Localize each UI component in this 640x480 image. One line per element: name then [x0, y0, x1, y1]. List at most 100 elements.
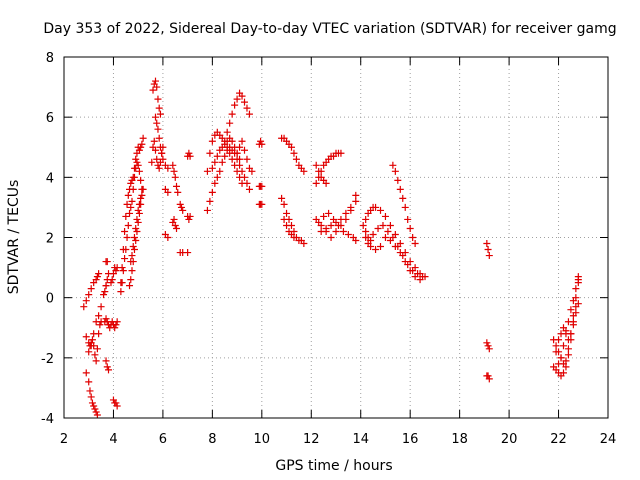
data-point-plus	[154, 95, 162, 103]
data-point-plus	[574, 276, 582, 284]
data-point-plus	[93, 345, 101, 353]
data-point-plus	[93, 411, 101, 419]
y-tick-label: -2	[41, 352, 54, 367]
data-point-plus	[169, 161, 177, 169]
data-point-plus	[238, 137, 246, 145]
x-tick-label: 4	[109, 432, 117, 447]
data-point-plus	[362, 227, 370, 235]
data-point-plus	[236, 161, 244, 169]
data-point-plus	[118, 279, 126, 287]
data-point-plus	[103, 258, 111, 266]
data-point-plus	[133, 215, 141, 223]
data-point-plus	[82, 369, 90, 377]
data-point-plus	[177, 203, 185, 211]
data-point-plus	[211, 179, 219, 187]
data-point-plus	[374, 224, 382, 232]
data-point-plus	[409, 234, 417, 241]
y-tick-label: 4	[46, 171, 54, 186]
data-point-plus	[96, 321, 104, 329]
data-point-plus	[557, 354, 565, 362]
data-point-plus	[100, 291, 108, 299]
data-point-plus	[148, 158, 156, 166]
data-point-plus	[88, 336, 96, 344]
series-s9	[109, 396, 121, 410]
data-point-plus	[399, 194, 407, 202]
data-point-plus	[206, 149, 214, 157]
data-point-plus	[137, 143, 145, 151]
data-point-plus	[384, 227, 392, 235]
data-point-plus	[337, 149, 345, 157]
data-point-plus	[155, 134, 163, 142]
data-point-plus	[562, 357, 570, 365]
data-point-plus	[112, 267, 120, 275]
data-point-plus	[287, 143, 295, 151]
data-point-plus	[185, 149, 193, 157]
data-point-plus	[241, 146, 249, 154]
data-point-plus	[130, 173, 138, 181]
series-s47	[483, 240, 493, 260]
series-s19	[161, 185, 172, 196]
series-s1	[82, 369, 101, 419]
data-point-plus	[186, 152, 194, 160]
data-point-plus	[151, 113, 159, 121]
data-point-plus	[404, 215, 412, 223]
x-tick-label: 24	[600, 432, 617, 447]
data-point-plus	[564, 336, 572, 344]
data-point-plus	[82, 297, 90, 305]
series-s17	[148, 137, 167, 172]
data-point-plus	[292, 155, 300, 163]
series-s22	[169, 215, 181, 232]
data-point-plus	[91, 405, 99, 413]
data-point-plus	[138, 140, 146, 148]
data-point-plus	[118, 264, 126, 272]
data-point-plus	[117, 288, 125, 296]
x-tick-label: 6	[159, 432, 167, 447]
series-s21	[169, 161, 182, 196]
data-point-plus	[103, 363, 111, 371]
data-point-plus	[337, 215, 345, 223]
series-s49	[483, 372, 493, 383]
data-point-plus	[241, 98, 249, 106]
data-point-plus	[206, 197, 214, 205]
data-point-plus	[243, 155, 251, 163]
data-point-plus	[562, 330, 570, 338]
x-tick-label: 8	[208, 432, 216, 447]
x-axis-label: GPS time / hours	[275, 458, 392, 474]
x-tick-label: 20	[501, 432, 518, 447]
data-point-plus	[186, 212, 194, 220]
data-point-plus	[419, 273, 427, 281]
data-point-plus	[245, 110, 253, 118]
data-point-plus	[555, 336, 563, 344]
series-s13	[126, 185, 147, 290]
data-point-plus	[82, 333, 90, 341]
data-point-plus	[283, 209, 291, 217]
data-point-plus	[216, 167, 224, 175]
data-point-plus	[130, 246, 138, 254]
y-tick-label: 6	[46, 111, 54, 126]
series-s5	[102, 357, 113, 374]
data-point-plus	[414, 270, 422, 278]
data-point-plus	[203, 206, 211, 214]
data-point-plus	[137, 194, 145, 202]
x-tick-label: 10	[254, 432, 271, 447]
data-point-plus	[238, 167, 246, 175]
data-point-plus	[258, 200, 266, 208]
data-point-plus	[113, 402, 121, 410]
data-point-plus	[559, 342, 567, 350]
data-point-plus	[108, 276, 116, 284]
data-point-plus	[243, 179, 251, 187]
data-point-plus	[359, 221, 367, 229]
data-point-plus	[381, 212, 389, 220]
data-point-plus	[153, 155, 161, 163]
data-point-plus	[559, 369, 567, 377]
data-point-plus	[317, 227, 325, 235]
data-point-plus	[85, 291, 93, 299]
data-point-plus	[278, 194, 286, 202]
data-point-plus	[290, 149, 298, 157]
y-axis-label: SDTVAR / TECUs	[6, 180, 22, 295]
x-tick-label: 16	[402, 432, 419, 447]
data-point-plus	[171, 173, 179, 181]
data-point-plus	[122, 212, 130, 220]
series-s10	[107, 264, 121, 287]
data-point-plus	[130, 234, 138, 241]
